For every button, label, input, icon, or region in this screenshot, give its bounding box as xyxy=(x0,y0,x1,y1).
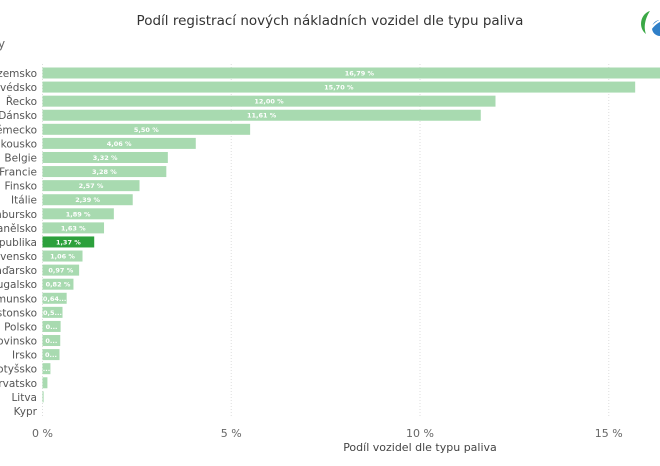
data-label: 0,97 % xyxy=(48,267,73,275)
category-label: Chorvatsko xyxy=(0,378,37,390)
category-label: Finsko xyxy=(5,181,37,193)
bar xyxy=(42,391,44,403)
category-label: Nizozemsko xyxy=(0,68,37,80)
bar xyxy=(42,363,51,375)
bar xyxy=(42,180,140,192)
bar xyxy=(42,292,67,304)
logo-icon xyxy=(641,11,660,36)
category-label: Itálie xyxy=(11,195,37,207)
category-label: Kypr xyxy=(14,406,38,418)
bar xyxy=(42,109,481,121)
x-tick-label: 0 % xyxy=(32,427,53,440)
category-label: Lotyšsko xyxy=(0,364,37,376)
category-label: Rumunsko xyxy=(0,293,37,305)
data-label: 0,64... xyxy=(43,295,66,303)
category-label: Dánsko xyxy=(0,110,37,122)
category-label: Francie xyxy=(0,167,37,179)
bar xyxy=(42,236,95,248)
bar xyxy=(42,208,114,220)
data-label: 15,70 % xyxy=(324,84,354,92)
bar xyxy=(42,123,251,135)
category-label: Irsko xyxy=(12,350,37,362)
bar xyxy=(42,67,660,79)
bar xyxy=(42,95,496,107)
data-label: ... xyxy=(43,365,50,373)
data-label: 3,32 % xyxy=(93,154,118,162)
category-label: Litva xyxy=(11,392,37,404)
data-label: 1,63 % xyxy=(61,224,86,232)
category-label: Česká republika xyxy=(0,236,37,249)
data-label: 0... xyxy=(45,337,57,345)
x-tick-label: 15 % xyxy=(595,427,623,440)
category-label: Portugalsko xyxy=(0,279,37,291)
data-label: 12,00 % xyxy=(254,98,284,106)
cropped-corner-text: y xyxy=(0,37,6,51)
bar xyxy=(42,264,80,276)
data-label: 5,50 % xyxy=(134,126,159,134)
bar xyxy=(42,81,636,93)
category-label: Německo xyxy=(0,124,37,136)
category-label: Belgie xyxy=(4,152,37,164)
data-label: 4,06 % xyxy=(107,140,132,148)
data-label: 11,61 % xyxy=(247,112,277,120)
x-tick-label: 10 % xyxy=(406,427,434,440)
data-label: 0... xyxy=(46,323,58,331)
x-axis-label: Podíl vozidel dle typu paliva xyxy=(343,441,497,454)
data-label: 0... xyxy=(45,351,57,359)
data-label: 1,06 % xyxy=(50,253,75,261)
category-label: Rakousko xyxy=(0,138,37,150)
bar xyxy=(42,137,196,149)
data-label: 0,5... xyxy=(43,309,62,317)
data-label: 1,37 % xyxy=(56,238,81,246)
bar xyxy=(42,306,63,318)
data-label: 16,79 % xyxy=(345,70,375,78)
bar xyxy=(42,320,61,332)
bar xyxy=(42,335,61,347)
category-label: Slovensko xyxy=(0,251,37,263)
category-label: Maďarsko xyxy=(0,265,37,277)
category-label: Lucembursko xyxy=(0,209,37,221)
bar xyxy=(42,349,60,361)
category-label: Estonsko xyxy=(0,307,37,319)
data-label: 3,28 % xyxy=(92,168,117,176)
chart-title: Podíl registrací nových nákladních vozid… xyxy=(136,13,524,29)
bar xyxy=(42,222,105,234)
x-tick-label: 5 % xyxy=(221,427,242,440)
category-label: Polsko xyxy=(4,321,37,333)
data-label: 0,82 % xyxy=(46,281,71,289)
category-label: Slovinsko xyxy=(0,336,37,348)
data-label: 2,57 % xyxy=(79,182,104,190)
data-label: 2,39 % xyxy=(75,196,100,204)
category-label: Španělsko xyxy=(0,222,37,235)
bar xyxy=(42,151,168,163)
bar xyxy=(42,278,74,290)
bar xyxy=(42,250,83,262)
bar xyxy=(42,194,133,206)
category-label: Švédsko xyxy=(0,81,37,94)
bar xyxy=(42,377,48,389)
category-label: Řecko xyxy=(6,95,37,108)
bar xyxy=(42,166,167,178)
data-label: 1,89 % xyxy=(66,210,91,218)
